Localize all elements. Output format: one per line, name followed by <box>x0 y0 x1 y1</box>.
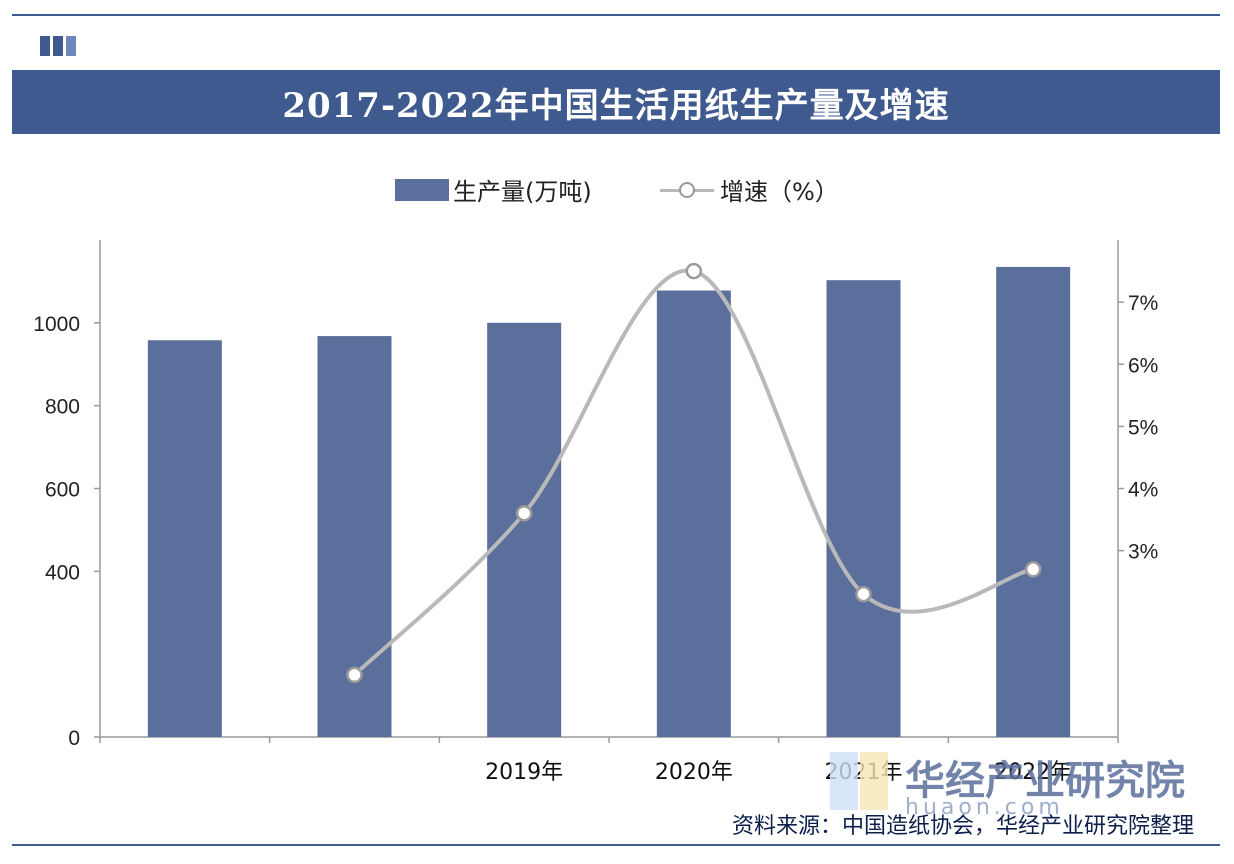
legend-item-production: 生产量(万吨) <box>395 172 592 207</box>
bar-production <box>487 322 562 737</box>
y-right-tick-label: 6% <box>1128 354 1158 377</box>
growth-point <box>346 666 363 684</box>
bar-production <box>826 280 901 737</box>
x-tick-label: 2022年 <box>994 760 1072 785</box>
y-right-tick-label: 4% <box>1128 479 1158 502</box>
watermark-text: 华经产业研究院 <box>905 758 1185 804</box>
y-right-tick-label: 7% <box>1128 292 1158 315</box>
source-note: 资料来源：中国造纸协会，华经产业研究院整理 <box>731 814 1194 839</box>
bars-layer <box>147 266 1071 737</box>
top-rule <box>12 14 1220 16</box>
brand-logo-icon <box>40 36 76 56</box>
y-left-tick-label: 400 <box>45 561 80 584</box>
growth-point <box>855 585 872 603</box>
y-left-tick-label: 1000 <box>33 313 80 336</box>
bar-production <box>996 266 1071 737</box>
y-left-tick-label: 600 <box>45 479 80 502</box>
y-right-tick-label: 5% <box>1128 416 1158 439</box>
legend-label-production: 生产量(万吨) <box>453 178 592 206</box>
legend-bar-swatch <box>395 178 449 201</box>
growth-point <box>515 505 533 522</box>
watermark-url: huaon.com <box>905 795 1064 820</box>
labels-layer: 040060080010003%4%5%6%7%2019年2020年2021年2… <box>33 292 1158 785</box>
y-left-tick-label: 0 <box>68 727 80 750</box>
axes-layer <box>94 240 1124 743</box>
legend-label-growth: 增速（%） <box>720 178 839 206</box>
line-layer <box>346 262 1042 684</box>
bar-production <box>656 290 731 737</box>
y-left-tick-label: 800 <box>45 396 80 419</box>
chart-title: 2017-2022年中国生活用纸生产量及增速 <box>12 70 1220 134</box>
x-tick-label: 2020年 <box>655 760 733 785</box>
growth-point <box>685 262 703 280</box>
legend-item-growth: 增速（%） <box>660 172 839 207</box>
watermark-logo-icon <box>830 752 888 810</box>
growth-point <box>1024 561 1042 578</box>
legend-line-swatch <box>660 179 714 201</box>
y-right-tick-label: 3% <box>1128 541 1158 564</box>
x-tick-label: 2019年 <box>485 760 563 785</box>
bar-production <box>147 340 222 737</box>
chart-legend: 生产量(万吨) 增速（%） <box>0 170 1234 210</box>
bottom-rule <box>12 844 1220 846</box>
